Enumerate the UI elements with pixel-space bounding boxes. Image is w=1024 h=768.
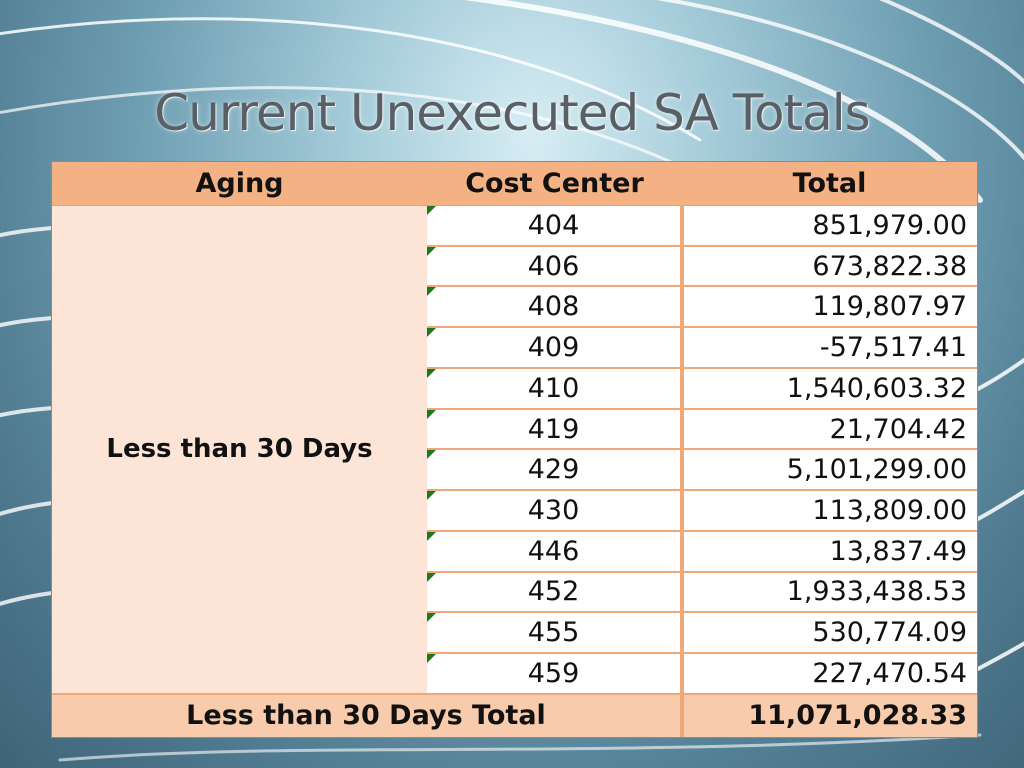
totals-table-container: Aging Cost Center Total Less than 30 Day… (51, 161, 978, 738)
cost-center-cell: 459 (427, 653, 682, 695)
total-cell: -57,517.41 (680, 327, 977, 369)
total-cell: 673,822.38 (680, 245, 977, 288)
cost-center-cell: 409 (427, 327, 682, 369)
total-cell: 227,470.54 (680, 653, 977, 695)
cost-center-cell: 410 (427, 367, 682, 410)
cost-center-cell: 419 (427, 408, 682, 451)
error-indicator-icon[interactable] (427, 246, 436, 256)
error-indicator-icon[interactable] (427, 654, 436, 664)
error-indicator-icon[interactable] (427, 613, 436, 623)
cost-center-cell: 430 (427, 490, 682, 532)
table-row: 408 119,807.97 (52, 286, 977, 329)
total-cell: 5,101,299.00 (680, 449, 977, 492)
table-row: 419 21,704.42 (52, 408, 977, 451)
header-total: Total (682, 162, 977, 206)
table-row: 429 5,101,299.00 (52, 449, 977, 492)
total-cell: 530,774.09 (680, 612, 977, 655)
cost-center-cell: 406 (427, 245, 682, 288)
header-aging: Aging (52, 162, 427, 206)
grand-total-value: 11,071,028.33 (680, 692, 977, 737)
error-indicator-icon[interactable] (427, 206, 436, 215)
total-cell: 119,807.97 (680, 286, 977, 329)
table-row: 409 -57,517.41 (52, 327, 977, 369)
table-row: 459 227,470.54 (52, 653, 977, 695)
table-row: 455 530,774.09 (52, 612, 977, 655)
cost-center-cell: 429 (427, 449, 682, 492)
grand-total-label: Less than 30 Days Total (52, 692, 682, 737)
table-row: 410 1,540,603.32 (52, 367, 977, 410)
error-indicator-icon[interactable] (427, 450, 436, 460)
slide-title: Current Unexecuted SA Totals (154, 84, 870, 142)
grand-total-row: Less than 30 Days Total 11,071,028.33 (52, 692, 977, 737)
total-cell: 21,704.42 (680, 408, 977, 451)
cost-center-cell: 446 (427, 530, 682, 573)
table-row: 446 13,837.49 (52, 530, 977, 573)
error-indicator-icon[interactable] (427, 572, 436, 582)
table-header-row: Aging Cost Center Total (52, 162, 977, 206)
error-indicator-icon[interactable] (427, 328, 436, 338)
error-indicator-icon[interactable] (427, 368, 436, 378)
aging-group-label: Less than 30 Days (52, 205, 427, 694)
cost-center-cell: 455 (427, 612, 682, 655)
error-indicator-icon[interactable] (427, 409, 436, 419)
total-cell: 113,809.00 (680, 490, 977, 532)
table-row: Less than 30 Days 404 851,979.00 (52, 205, 977, 694)
total-cell: 851,979.00 (680, 205, 977, 247)
header-cost-center: Cost Center (427, 162, 682, 206)
total-cell: 1,540,603.32 (680, 367, 977, 410)
error-indicator-icon[interactable] (427, 287, 436, 297)
totals-table: Aging Cost Center Total Less than 30 Day… (52, 162, 977, 737)
error-indicator-icon[interactable] (427, 491, 436, 501)
total-cell: 1,933,438.53 (680, 571, 977, 614)
cost-center-cell: 404 (427, 205, 682, 247)
table-row: 406 673,822.38 (52, 245, 977, 288)
table-row: 452 1,933,438.53 (52, 571, 977, 614)
cost-center-cell: 408 (427, 286, 682, 329)
table-row: 430 113,809.00 (52, 490, 977, 532)
cost-center-cell: 452 (427, 571, 682, 614)
total-cell: 13,837.49 (680, 530, 977, 573)
error-indicator-icon[interactable] (427, 531, 436, 541)
